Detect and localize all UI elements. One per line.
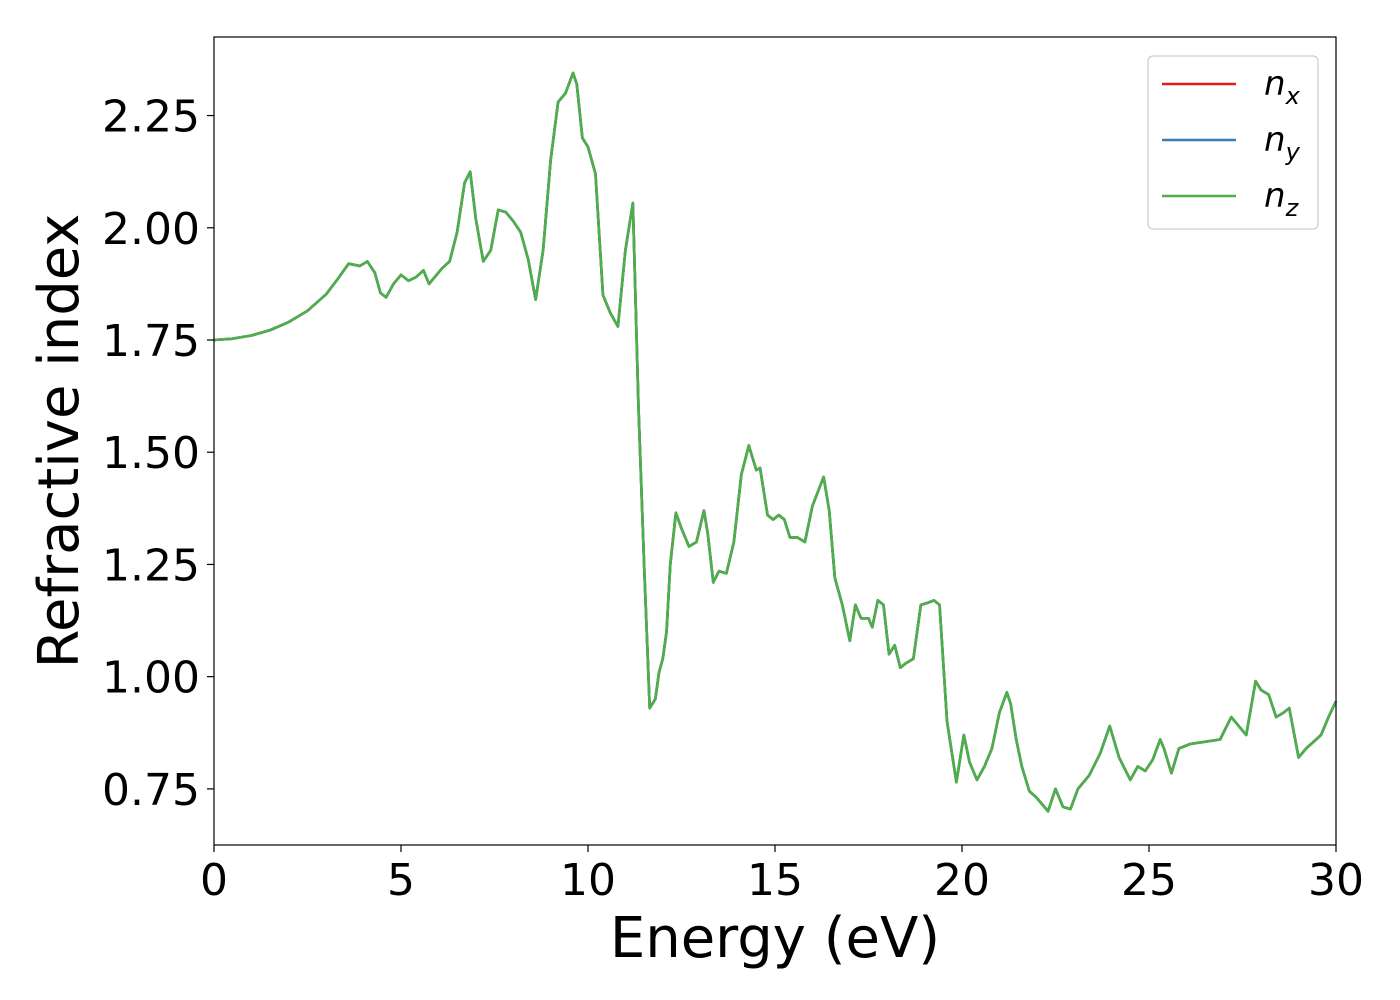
y-tick-label: 2.00 bbox=[102, 204, 200, 255]
legend-box bbox=[1147, 55, 1319, 230]
y-axis-label: Refractive index bbox=[27, 214, 92, 669]
legend-label-main: n bbox=[1264, 176, 1286, 216]
legend-label-n_z: nz bbox=[1264, 176, 1300, 222]
x-tick-label: 20 bbox=[934, 855, 990, 906]
legend-label-main: n bbox=[1264, 64, 1286, 104]
x-axis-ticks: 0 5 10 15 20 25 30 bbox=[200, 845, 1364, 906]
y-tick-label: 1.75 bbox=[102, 316, 200, 367]
y-tick-label: 2.25 bbox=[102, 92, 200, 143]
x-tick-label: 15 bbox=[747, 855, 803, 906]
x-tick-label: 10 bbox=[560, 855, 616, 906]
legend-label-subscript: x bbox=[1285, 82, 1301, 110]
series-layer bbox=[213, 71, 1338, 813]
x-tick-label: 30 bbox=[1308, 855, 1364, 906]
y-tick-label: 1.50 bbox=[102, 428, 200, 479]
y-axis-ticks: 0.75 1.00 1.25 1.50 1.75 2.00 2.25 bbox=[102, 92, 214, 816]
legend-label-subscript: y bbox=[1285, 138, 1301, 166]
x-tick-label: 25 bbox=[1121, 855, 1177, 906]
legend-label-n_x: nx bbox=[1264, 64, 1301, 110]
y-tick-label: 1.25 bbox=[102, 540, 200, 591]
y-tick-label: 0.75 bbox=[102, 765, 200, 816]
series-line-n_z bbox=[213, 71, 1338, 813]
legend-label-n_y: ny bbox=[1264, 120, 1301, 166]
x-tick-label: 5 bbox=[387, 855, 415, 906]
y-tick-label: 1.00 bbox=[102, 653, 200, 704]
x-axis-label: Energy (eV) bbox=[610, 906, 940, 971]
x-tick-label: 0 bbox=[200, 855, 228, 906]
legend-label-subscript: z bbox=[1285, 194, 1300, 222]
legend-label-main: n bbox=[1264, 120, 1286, 160]
